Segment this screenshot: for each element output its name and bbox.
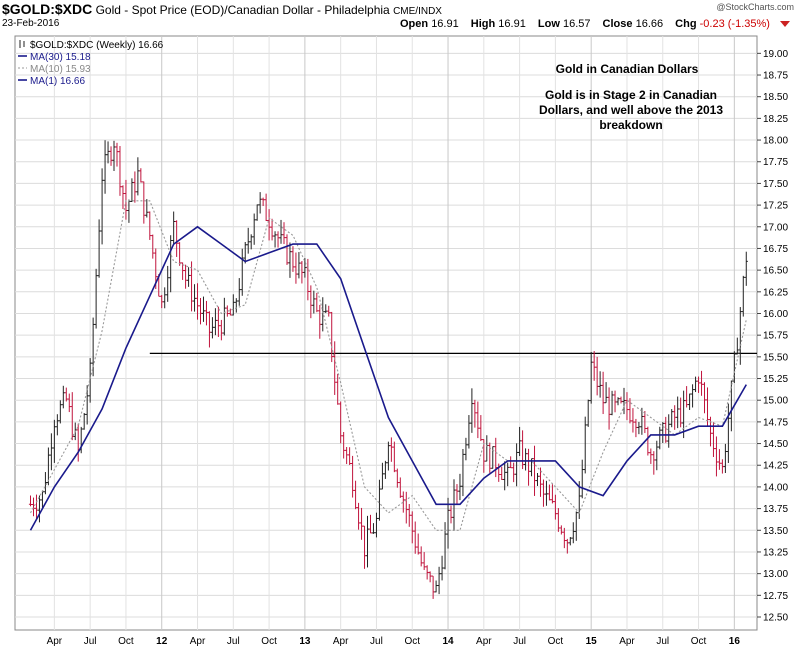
open-label: Open: [400, 18, 429, 30]
y-tick-label: 16.75: [763, 244, 788, 255]
y-tick-label: 17.00: [763, 222, 788, 233]
x-tick-label: Apr: [190, 636, 206, 647]
legend-label: MA(1) 16.66: [30, 76, 85, 87]
y-axis: 12.50 12.75 13.00 13.25 13.50 13.75 14.00 14.25…: [757, 49, 788, 623]
chart-title: $GOLD:$XDC Gold - Spot Price (EOD)/Canad…: [2, 1, 442, 17]
grid: [15, 36, 757, 630]
ma10-line: [30, 200, 747, 531]
x-tick-label: 12: [156, 636, 168, 647]
x-tick-label: Jul: [227, 636, 240, 647]
y-tick-label: 17.75: [763, 157, 788, 168]
x-tick-label: Apr: [333, 636, 349, 647]
y-tick-label: 13.50: [763, 526, 788, 537]
y-tick-label: 16.00: [763, 309, 788, 320]
brand-watermark: @StockCharts.com: [716, 2, 794, 12]
moving-averages: [29, 200, 747, 531]
x-axis: Apr Jul Oct 12 Apr Jul Oct 13 Apr Jul Oct 14 Apr Jul O…: [47, 636, 741, 647]
annotation: Gold in Canadian Dollars Gold is in Stag…: [539, 62, 723, 132]
x-tick-label: Oct: [118, 636, 134, 647]
high-label: High: [470, 18, 496, 30]
close-value: 16.66: [635, 18, 664, 30]
x-tick-label: Apr: [47, 636, 63, 647]
y-tick-label: 12.50: [763, 612, 788, 623]
y-tick-label: 16.25: [763, 287, 788, 298]
y-tick-label: 15.50: [763, 352, 788, 363]
y-tick-label: 15.75: [763, 331, 788, 342]
annotation-line-4: breakdown: [599, 118, 662, 132]
y-tick-label: 19.00: [763, 49, 788, 60]
y-tick-label: 17.50: [763, 179, 788, 190]
x-tick-label: Jul: [656, 636, 669, 647]
annotation-line-2: Gold is in Stage 2 in Canadian: [545, 88, 717, 102]
x-tick-label: 13: [299, 636, 311, 647]
exchange-label: CME/INDX: [393, 6, 442, 17]
chevron-down-icon[interactable]: [780, 21, 790, 27]
y-tick-label: 14.50: [763, 439, 788, 450]
y-tick-label: 18.25: [763, 114, 788, 125]
y-tick-label: 15.25: [763, 374, 788, 385]
symbol-description: Gold - Spot Price (EOD)/Canadian Dollar …: [95, 3, 390, 17]
chart-header: $GOLD:$XDC Gold - Spot Price (EOD)/Canad…: [0, 0, 800, 36]
y-tick-label: 15.00: [763, 396, 788, 407]
open-value: 16.91: [431, 18, 459, 30]
y-tick-label: 14.00: [763, 482, 788, 493]
x-tick-label: 16: [729, 636, 741, 647]
y-tick-label: 12.75: [763, 591, 788, 602]
x-tick-label: Jul: [513, 636, 526, 647]
ohlc-readout: Open 16.91 High 16.91 Low 16.57 Close 16…: [400, 18, 770, 30]
chart-date: 23-Feb-2016: [2, 18, 60, 29]
x-tick-label: Oct: [548, 636, 564, 647]
plot-area: [14, 35, 758, 631]
y-tick-label: 13.00: [763, 569, 788, 580]
chg-label: Chg: [675, 18, 697, 30]
symbol-label: $GOLD:$XDC: [2, 1, 93, 17]
legend-label: $GOLD:$XDC (Weekly) 16.66: [30, 40, 164, 51]
x-tick-label: Oct: [404, 636, 420, 647]
x-tick-label: Apr: [619, 636, 635, 647]
high-value: 16.91: [498, 18, 526, 30]
close-label: Close: [602, 18, 633, 30]
y-tick-label: 17.25: [763, 201, 788, 212]
x-tick-label: 15: [586, 636, 598, 647]
x-tick-label: Jul: [370, 636, 383, 647]
annotation-line-3: Dollars, and well above the 2013: [539, 103, 723, 117]
y-tick-label: 16.50: [763, 266, 788, 277]
x-tick-label: Apr: [476, 636, 492, 647]
y-tick-label: 13.25: [763, 547, 788, 558]
x-tick-label: Jul: [84, 636, 97, 647]
legend-label: MA(30) 15.18: [30, 52, 91, 63]
y-tick-label: 13.75: [763, 504, 788, 515]
y-tick-label: 18.00: [763, 136, 788, 147]
low-label: Low: [537, 18, 560, 30]
legend-label: MA(10) 15.93: [30, 64, 91, 75]
ma30-line: [29, 225, 747, 531]
x-tick-label: Oct: [261, 636, 277, 647]
chg-value: -0.23 (-1.35%): [699, 18, 770, 30]
y-tick-label: 18.50: [763, 92, 788, 103]
x-tick-label: 14: [442, 636, 454, 647]
y-tick-label: 14.75: [763, 417, 788, 428]
annotation-line-1: Gold in Canadian Dollars: [556, 62, 699, 76]
x-tick-label: Oct: [691, 636, 707, 647]
y-tick-label: 14.25: [763, 461, 788, 472]
y-tick-label: 18.75: [763, 71, 788, 82]
low-value: 16.57: [562, 18, 591, 30]
